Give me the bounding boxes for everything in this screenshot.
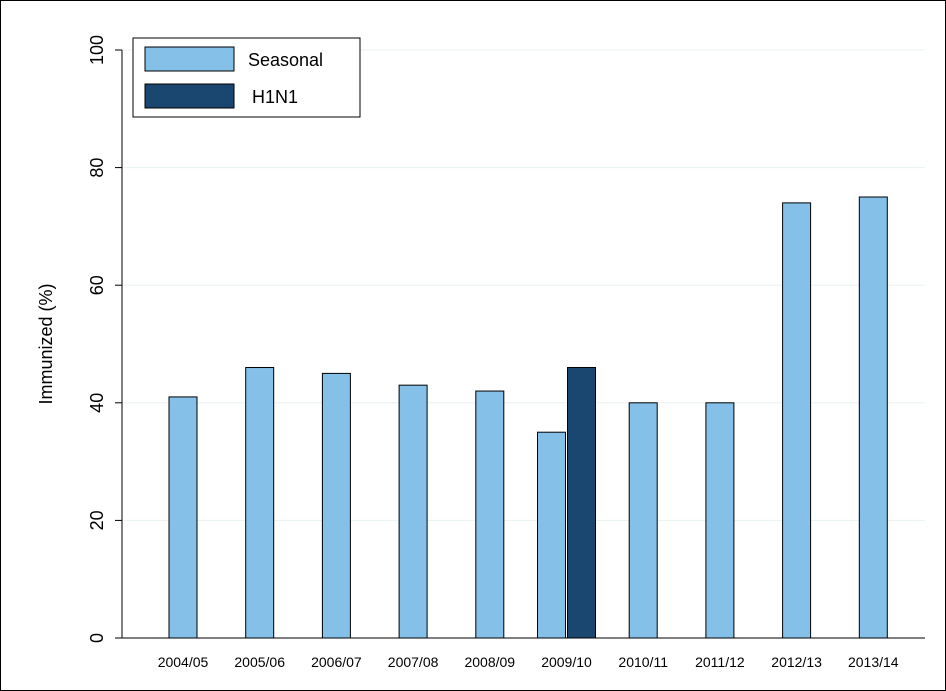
- y-tick-label: 20: [87, 510, 107, 530]
- legend: Seasonal H1N1: [132, 37, 361, 118]
- bar-seasonal: [705, 402, 735, 639]
- x-tick-label: 2012/13: [771, 654, 822, 670]
- x-tick-label: 2004/05: [158, 654, 209, 670]
- bar-seasonal: [537, 431, 566, 639]
- y-tick-label: 100: [87, 35, 107, 65]
- y-tick-label: 60: [87, 275, 107, 295]
- legend-label-seasonal: Seasonal: [248, 50, 323, 70]
- legend-swatch-seasonal: [144, 46, 235, 72]
- bar-seasonal: [398, 384, 428, 639]
- y-tick-label: 40: [87, 393, 107, 413]
- legend-label-h1n1: H1N1: [252, 87, 298, 107]
- bar-seasonal: [321, 372, 351, 639]
- y-tick-label: 80: [87, 158, 107, 178]
- bars: [168, 196, 888, 639]
- bar-seasonal: [858, 196, 888, 639]
- bar-seasonal: [475, 390, 505, 639]
- x-axis-ticks: 2004/05 2005/06 2006/07 2007/08 2008/09 2009/…: [158, 654, 899, 670]
- x-tick-label: 2009/10: [541, 654, 592, 670]
- x-tick-label: 2005/06: [234, 654, 285, 670]
- y-tick-label: 0: [87, 633, 107, 643]
- bar-seasonal: [168, 396, 198, 639]
- y-axis-title: Immunized (%): [36, 283, 56, 404]
- bar-seasonal: [245, 367, 275, 639]
- legend-swatch-h1n1: [144, 83, 235, 109]
- bar-seasonal: [628, 402, 658, 639]
- bar-seasonal: [782, 202, 812, 639]
- x-tick-label: 2013/14: [848, 654, 899, 670]
- x-tick-label: 2008/09: [464, 654, 515, 670]
- bar-h1n1: [567, 367, 596, 639]
- x-tick-label: 2006/07: [311, 654, 362, 670]
- x-tick-label: 2010/11: [618, 654, 668, 670]
- x-tick-label: 2011/12: [695, 654, 745, 670]
- y-axis-ticks: 0 20 40 60 80 100: [87, 35, 122, 643]
- x-tick-label: 2007/08: [388, 654, 439, 670]
